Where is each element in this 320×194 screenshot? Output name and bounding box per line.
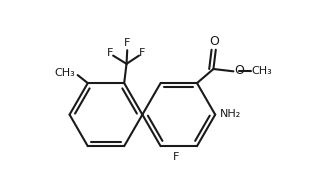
Text: F: F bbox=[124, 38, 131, 48]
Text: F: F bbox=[139, 48, 146, 58]
Text: F: F bbox=[107, 48, 113, 58]
Text: O: O bbox=[209, 35, 219, 48]
Text: O: O bbox=[234, 64, 244, 77]
Text: NH₂: NH₂ bbox=[220, 109, 241, 119]
Text: F: F bbox=[173, 152, 180, 162]
Text: CH₃: CH₃ bbox=[252, 66, 272, 76]
Text: CH₃: CH₃ bbox=[54, 68, 75, 78]
